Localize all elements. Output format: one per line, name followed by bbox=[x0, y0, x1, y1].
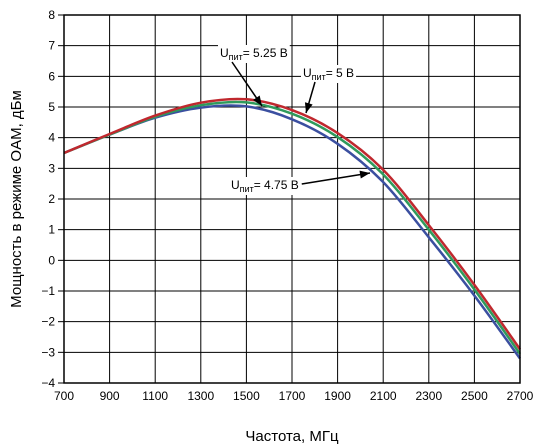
grid bbox=[64, 15, 520, 383]
annotation-bg bbox=[301, 65, 357, 83]
y-tick-label: 0 bbox=[48, 253, 55, 267]
y-tick-label: 3 bbox=[48, 161, 55, 175]
annotation-2: Uпит= 4.75 В bbox=[229, 170, 371, 195]
annotation-0: Uпит= 5.25 В bbox=[218, 45, 290, 107]
x-tick-label: 1100 bbox=[142, 389, 168, 403]
x-tick-label: 2100 bbox=[370, 389, 397, 403]
annotation-label: Uпит= 5.25 В bbox=[220, 46, 288, 62]
y-tick-label: 2 bbox=[48, 192, 55, 206]
y-tick-label: −2 bbox=[41, 315, 55, 329]
annotation-1: Uпит= 5 В bbox=[301, 65, 357, 114]
y-tick-label: −3 bbox=[41, 345, 55, 359]
annotation-label: Uпит= 5 В bbox=[303, 66, 354, 82]
x-tick-label: 1500 bbox=[233, 389, 260, 403]
y-tick-label: 6 bbox=[48, 69, 55, 83]
x-tick-label: 2500 bbox=[461, 389, 488, 403]
y-tick-label: 4 bbox=[48, 131, 55, 145]
annotation-label: Uпит= 4.75 В bbox=[231, 178, 299, 194]
series-line-2 bbox=[63, 97, 522, 351]
annotation-bg bbox=[229, 177, 301, 195]
annotation-bg bbox=[218, 45, 290, 63]
annotations: Uпит= 5.25 В Uпит= 5 В Uпит= 4.75 В bbox=[218, 45, 371, 195]
y-axis-ticks: −4 −3 −2 −1 0 1 2 3 4 5 6 7 8 bbox=[41, 8, 64, 390]
x-tick-label: 1700 bbox=[279, 389, 306, 403]
x-tick-label: 900 bbox=[100, 389, 120, 403]
x-tick-label: 2700 bbox=[507, 389, 534, 403]
y-tick-label: 8 bbox=[48, 8, 55, 22]
y-axis-title: Мощность в режиме OAM, дБм bbox=[8, 90, 25, 308]
x-axis-ticks: 700 900 1100 1300 1500 1700 1900 2100 2300 2500 27… bbox=[54, 389, 534, 403]
y-tick-label: 5 bbox=[48, 100, 55, 114]
annotation-arrowhead bbox=[253, 95, 262, 106]
annotation-arrowhead bbox=[304, 102, 313, 113]
x-tick-label: 1900 bbox=[324, 389, 351, 403]
x-axis-title: Частота, МГц bbox=[245, 428, 339, 445]
y-tick-label: −1 bbox=[41, 284, 55, 298]
y-tick-label: 7 bbox=[48, 39, 55, 53]
x-tick-label: 2300 bbox=[415, 389, 442, 403]
y-tick-label: −4 bbox=[41, 376, 55, 390]
x-tick-label: 700 bbox=[54, 389, 74, 403]
annotation-arrowhead bbox=[359, 170, 370, 179]
annotation-arrow-line bbox=[301, 172, 371, 185]
series-layer bbox=[63, 97, 522, 360]
x-tick-label: 1300 bbox=[187, 389, 214, 403]
y-tick-label: 1 bbox=[48, 223, 55, 237]
